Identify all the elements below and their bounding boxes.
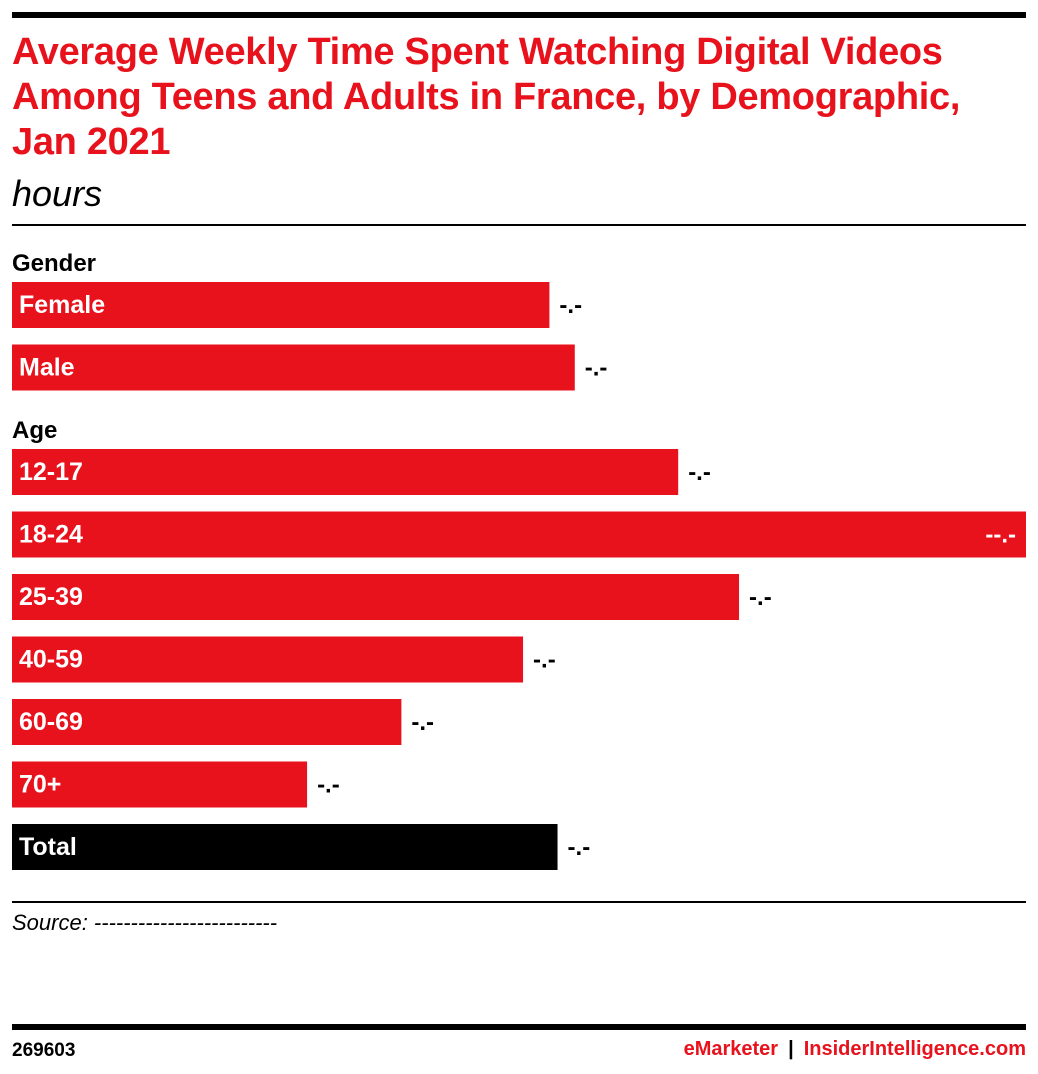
bar-value-label-60-69: -.- [411, 709, 434, 736]
chart-title: Average Weekly Time Spent Watching Digit… [12, 31, 961, 163]
bar-category-25-39: 25-39 [19, 583, 83, 611]
bar-value-label-25-39: -.- [749, 584, 772, 611]
group-label-age: Age [12, 417, 57, 444]
chart-subtitle: hours [12, 173, 103, 214]
bar-70 [12, 761, 308, 808]
bar-value-label-total: -.- [568, 834, 591, 861]
bar-category-60-69: 60-69 [19, 708, 83, 736]
insiderintelligence-link[interactable]: InsiderIntelligence.com [803, 1038, 1026, 1060]
bar-value-label-male: -.- [585, 355, 608, 382]
bar-value-label-12-17: -.- [688, 459, 711, 486]
top-rule [12, 12, 1026, 18]
bar-category-12-17: 12-17 [19, 458, 83, 486]
bar-60-69 [12, 699, 402, 745]
bar-value-label-18-24: --.- [985, 522, 1016, 549]
bar-category-female: Female [19, 291, 105, 319]
bar-40-59 [12, 636, 524, 683]
bar-25-39 [12, 574, 740, 620]
bar-value-label-40-59: -.- [533, 647, 556, 674]
emarketer-link[interactable]: eMarketer [683, 1038, 779, 1060]
bar-category-male: Male [19, 354, 75, 382]
bar-category-70: 70+ [19, 771, 61, 799]
bar-18-24 [12, 511, 1026, 558]
source-divider [12, 901, 1026, 903]
footer-separator: | [788, 1038, 794, 1060]
bar-category-40-59: 40-59 [19, 646, 83, 674]
group-label-gender: Gender [12, 250, 96, 277]
bar-value-label-70: -.- [317, 772, 340, 799]
chart-id: 269603 [12, 1040, 76, 1061]
footer-rule [12, 1024, 1026, 1030]
bar-chart: Gender Female -.- Male -.- Age 12-17 -.- 18-24 --… [12, 250, 1026, 870]
source-note: Source: ------------------------- [12, 910, 278, 935]
header-divider [12, 224, 1026, 226]
bar-female [12, 282, 550, 328]
bar-value-label-female: -.- [559, 292, 582, 319]
bar-total [12, 824, 558, 870]
bar-category-18-24: 18-24 [19, 521, 83, 549]
bar-category-total: Total [19, 833, 77, 861]
footer-brand: eMarketer | InsiderIntelligence.com [684, 1038, 1026, 1061]
bar-12-17 [12, 449, 679, 495]
bar-male [12, 344, 575, 391]
